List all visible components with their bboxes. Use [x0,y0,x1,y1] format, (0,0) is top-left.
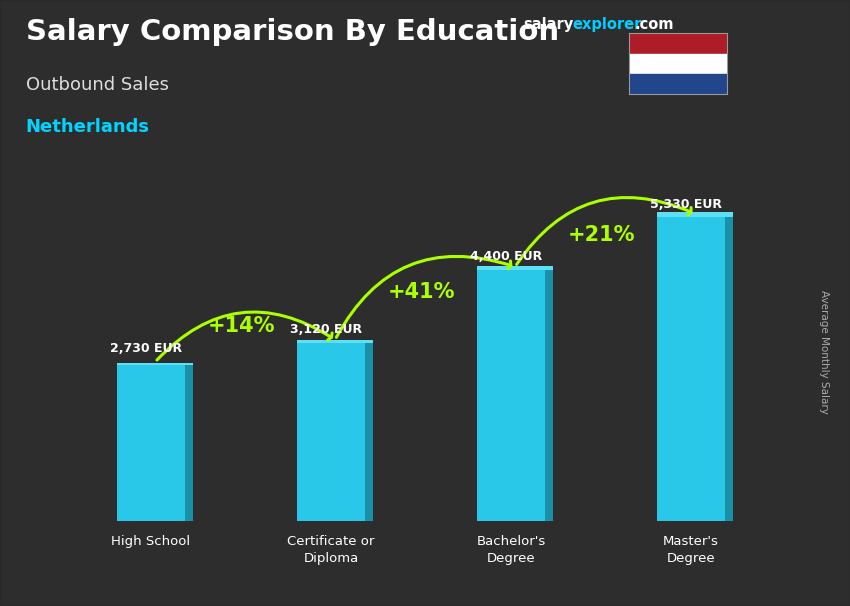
Text: 2,730 EUR: 2,730 EUR [110,342,182,355]
Text: Salary Comparison By Education: Salary Comparison By Education [26,18,558,46]
Polygon shape [297,340,373,343]
Bar [477,270,545,521]
Text: salary: salary [523,17,573,32]
Text: explorer: explorer [572,17,642,32]
Text: Netherlands: Netherlands [26,118,150,136]
Bar [116,365,185,521]
Polygon shape [545,270,553,521]
Bar [297,343,366,521]
Text: .com: .com [634,17,673,32]
Polygon shape [116,362,193,365]
Polygon shape [725,217,734,521]
Bar [657,217,725,521]
Text: 3,120 EUR: 3,120 EUR [290,323,362,336]
Polygon shape [366,343,373,521]
Text: 5,330 EUR: 5,330 EUR [649,198,722,211]
Text: 4,400 EUR: 4,400 EUR [469,250,541,264]
Text: +21%: +21% [567,225,635,245]
Polygon shape [185,365,193,521]
Text: Average Monthly Salary: Average Monthly Salary [819,290,829,413]
Text: +14%: +14% [207,316,275,336]
Polygon shape [477,265,553,270]
Text: +41%: +41% [388,282,455,302]
Polygon shape [657,211,734,217]
Text: Outbound Sales: Outbound Sales [26,76,168,94]
